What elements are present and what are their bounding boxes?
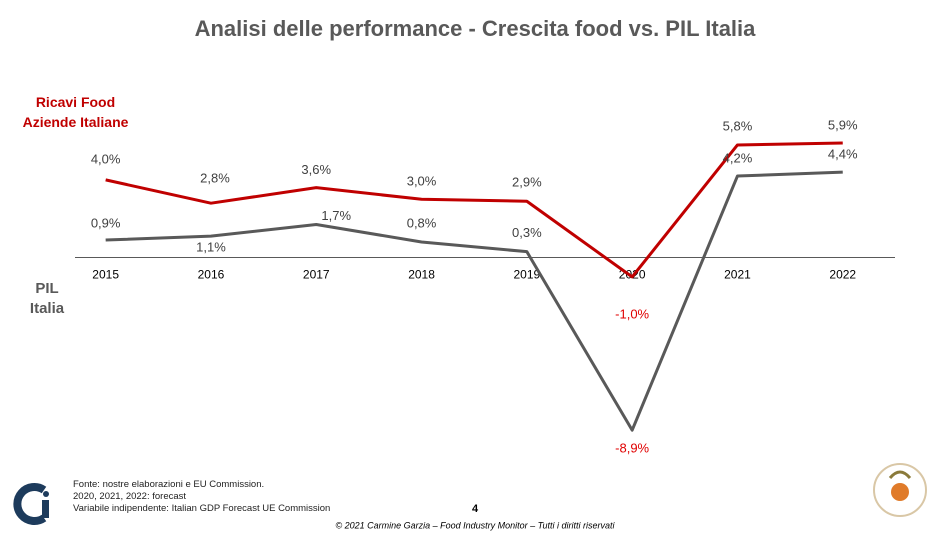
data-label: 4,0% <box>91 151 121 166</box>
data-label: 3,0% <box>407 174 437 189</box>
x-tick-label: 2022 <box>829 268 856 282</box>
data-label: 2,8% <box>200 171 230 186</box>
x-tick-label: 2016 <box>198 268 225 282</box>
x-tick-label: 2017 <box>303 268 330 282</box>
data-label: 5,8% <box>723 118 753 133</box>
logo-left <box>13 483 49 525</box>
data-label: 4,4% <box>828 147 858 162</box>
data-label: 0,9% <box>91 215 121 230</box>
data-label: 1,1% <box>196 240 226 255</box>
page-number: 4 <box>472 503 479 515</box>
data-label: -8,9% <box>615 441 649 456</box>
chart-title: Analisi delle performance - Crescita foo… <box>195 16 757 41</box>
data-label: 0,8% <box>407 215 437 230</box>
footnotes: Fonte: nostre elaborazioni e EU Commissi… <box>73 479 330 515</box>
footnote: Variabile indipendente: Italian GDP Fore… <box>73 503 331 514</box>
series-name: PIL Italia <box>29 280 65 317</box>
series-name: Ricavi Food Aziende Italiane <box>22 94 129 130</box>
x-tick-label: 2021 <box>724 268 751 282</box>
data-label: 0,3% <box>512 225 542 240</box>
data-label: 3,6% <box>301 162 331 177</box>
data-label: 5,9% <box>828 117 858 132</box>
logo-right <box>873 463 927 517</box>
copyright: © 2021 Carmine Garzia – Food Industry Mo… <box>335 520 615 530</box>
series-line <box>105 141 843 279</box>
footnote: 2020, 2021, 2022: forecast <box>73 491 187 502</box>
x-tick-label: 2018 <box>408 268 435 282</box>
data-label: 1,7% <box>321 208 351 223</box>
x-tick-label: 2019 <box>513 268 540 282</box>
data-label: 2,9% <box>512 175 542 190</box>
data-label: 4,2% <box>723 150 753 165</box>
footnote: Fonte: nostre elaborazioni e EU Commissi… <box>73 479 265 490</box>
series-line <box>105 170 843 432</box>
data-label: -1,0% <box>615 306 649 321</box>
x-tick-label: 2015 <box>92 268 119 282</box>
